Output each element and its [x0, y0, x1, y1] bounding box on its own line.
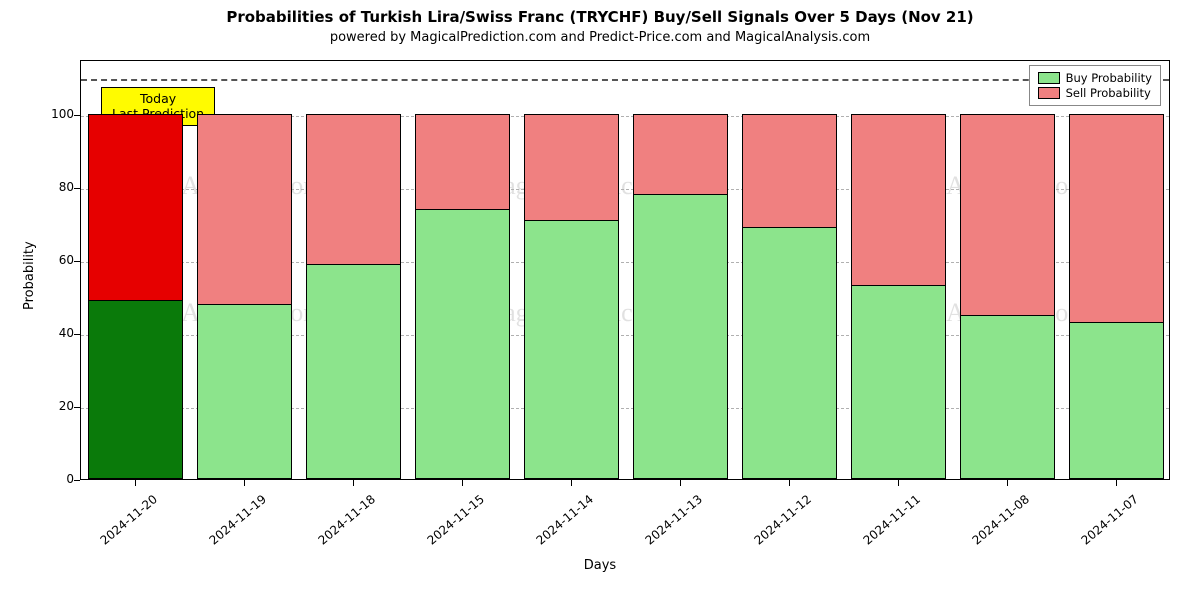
y-tick-mark: [74, 334, 80, 335]
bar-group: [1069, 59, 1165, 479]
bar-group: [633, 59, 729, 479]
legend-label-sell: Sell Probability: [1066, 86, 1151, 100]
y-tick-mark: [74, 261, 80, 262]
x-tick-label: 2024-11-13: [634, 492, 704, 554]
legend: Buy ProbabilitySell Probability: [1029, 65, 1161, 106]
buy-bar: [306, 264, 402, 479]
bar-group: [197, 59, 293, 479]
bar-group: [415, 59, 511, 479]
buy-bar: [1069, 322, 1165, 479]
legend-row-sell: Sell Probability: [1038, 86, 1152, 100]
bar-group: [851, 59, 947, 479]
y-tick-label: 0: [0, 472, 74, 486]
x-tick-label: 2024-11-15: [416, 492, 486, 554]
x-tick-label: 2024-11-14: [525, 492, 595, 554]
chart-title: Probabilities of Turkish Lira/Swiss Fran…: [12, 8, 1188, 26]
x-tick-mark: [1007, 480, 1008, 486]
bar-group: [742, 59, 838, 479]
bar-group: [960, 59, 1056, 479]
chart-subtitle: powered by MagicalPrediction.com and Pre…: [12, 30, 1188, 45]
y-tick-mark: [74, 407, 80, 408]
y-tick-mark: [74, 188, 80, 189]
x-tick-label: 2024-11-07: [1070, 492, 1140, 554]
x-tick-mark: [462, 480, 463, 486]
buy-bar: [742, 227, 838, 479]
callout-line1: Today: [112, 91, 204, 107]
bar-group: [524, 59, 620, 479]
x-tick-label: 2024-11-08: [961, 492, 1031, 554]
bar-group: [306, 59, 402, 479]
x-tick-mark: [571, 480, 572, 486]
y-tick-label: 80: [0, 180, 74, 194]
x-tick-mark: [898, 480, 899, 486]
legend-swatch-buy: [1038, 72, 1060, 84]
x-tick-label: 2024-11-12: [743, 492, 813, 554]
x-tick-mark: [244, 480, 245, 486]
legend-row-buy: Buy Probability: [1038, 71, 1152, 85]
y-tick-mark: [74, 115, 80, 116]
bar-group: [88, 59, 184, 479]
buy-bar: [88, 300, 184, 479]
x-tick-label: 2024-11-18: [307, 492, 377, 554]
x-tick-mark: [680, 480, 681, 486]
x-tick-label: 2024-11-19: [198, 492, 268, 554]
buy-bar: [633, 194, 729, 479]
legend-label-buy: Buy Probability: [1066, 71, 1152, 85]
x-tick-mark: [1116, 480, 1117, 486]
x-axis-label: Days: [0, 558, 1200, 573]
y-tick-label: 20: [0, 399, 74, 413]
x-tick-label: 2024-11-20: [89, 492, 159, 554]
x-tick-mark: [353, 480, 354, 486]
x-tick-mark: [135, 480, 136, 486]
y-axis-label: Probability: [22, 241, 37, 310]
y-tick-label: 40: [0, 326, 74, 340]
chart-container: Probabilities of Turkish Lira/Swiss Fran…: [0, 0, 1200, 600]
plot-area: MagicalAnalysis.comMagicalPrediction.com…: [80, 60, 1170, 480]
buy-bar: [851, 285, 947, 479]
y-tick-mark: [74, 480, 80, 481]
x-tick-label: 2024-11-11: [852, 492, 922, 554]
buy-bar: [415, 209, 511, 479]
buy-bar: [524, 220, 620, 479]
buy-bar: [960, 315, 1056, 479]
y-tick-label: 60: [0, 253, 74, 267]
x-tick-mark: [789, 480, 790, 486]
buy-bar: [197, 304, 293, 479]
legend-swatch-sell: [1038, 87, 1060, 99]
y-tick-label: 100: [0, 107, 74, 121]
